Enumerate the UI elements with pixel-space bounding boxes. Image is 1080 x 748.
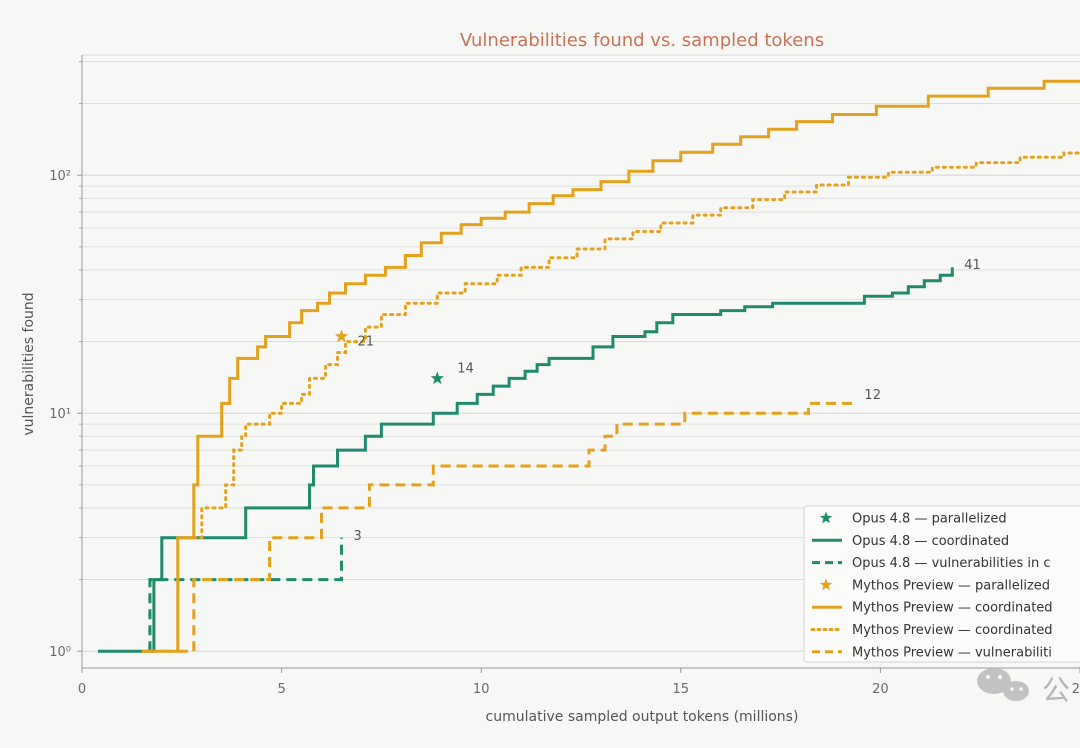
wechat-eye: [997, 674, 1003, 680]
legend-label: Opus 4.8 — parallelized: [852, 512, 1007, 527]
series-lines: [98, 79, 1080, 653]
watermark-text: 公: [1042, 674, 1070, 707]
point-label: 14: [457, 362, 474, 377]
wechat-eye: [985, 674, 991, 680]
star-marker: [334, 329, 349, 343]
x-tick-label: 15: [673, 682, 690, 697]
point-label: 21: [357, 335, 374, 350]
legend-star-icon: [819, 578, 833, 591]
axes: 0 5 10 15 20 25 10⁰ 10¹ 10²: [49, 55, 1080, 697]
legend-box: [803, 505, 1080, 663]
series-line-4: [141, 79, 1080, 653]
y-tick-label: 10¹: [49, 407, 71, 422]
series-line-5: [192, 151, 1080, 540]
x-tick-label: 25: [1072, 682, 1080, 697]
x-tick-label: 10: [473, 682, 490, 697]
x-axis-title: cumulative sampled output tokens (millio…: [486, 709, 799, 725]
legend-label: Opus 4.8 — coordinated: [852, 534, 1009, 549]
legend-label: Mythos Preview — parallelized: [852, 578, 1050, 593]
y-axis-title: vulnerabilities found: [21, 292, 37, 435]
legend-label: Opus 4.8 — vulnerabilities in c: [852, 556, 1051, 571]
wechat-eye: [1019, 687, 1023, 691]
series-line-1: [98, 267, 954, 653]
series-end-label: 3: [353, 529, 361, 544]
data-labels: 14 41 3 21 12: [353, 258, 980, 544]
chart-title: Vulnerabilities found vs. sampled tokens: [460, 30, 824, 51]
wechat-bubble-small: [1003, 681, 1029, 701]
series-line-2: [148, 537, 343, 652]
star-marker: [430, 371, 444, 385]
y-tick-label: 10⁰: [49, 645, 71, 660]
x-tick-label: 0: [78, 682, 86, 697]
wechat-bubble-large: [977, 668, 1011, 694]
x-tick-label: 5: [277, 682, 285, 697]
wechat-eye: [1010, 687, 1014, 691]
legend-label: Mythos Preview — coordinated: [852, 623, 1053, 638]
y-tick-label: 10²: [49, 169, 71, 184]
legend-star-icon: [819, 511, 833, 524]
legend-label: Mythos Preview — vulnerabiliti: [852, 645, 1052, 660]
legend-label: Mythos Preview — coordinated: [852, 601, 1053, 616]
series-end-label: 41: [964, 258, 981, 273]
legend: Opus 4.8 — parallelized Opus 4.8 — coordi…: [803, 505, 1080, 663]
series-line-6: [161, 401, 857, 653]
x-tick-label: 20: [872, 682, 889, 697]
wechat-icon: [977, 668, 1029, 701]
watermark: 公: [977, 668, 1070, 707]
series-end-label: 12: [864, 388, 881, 403]
